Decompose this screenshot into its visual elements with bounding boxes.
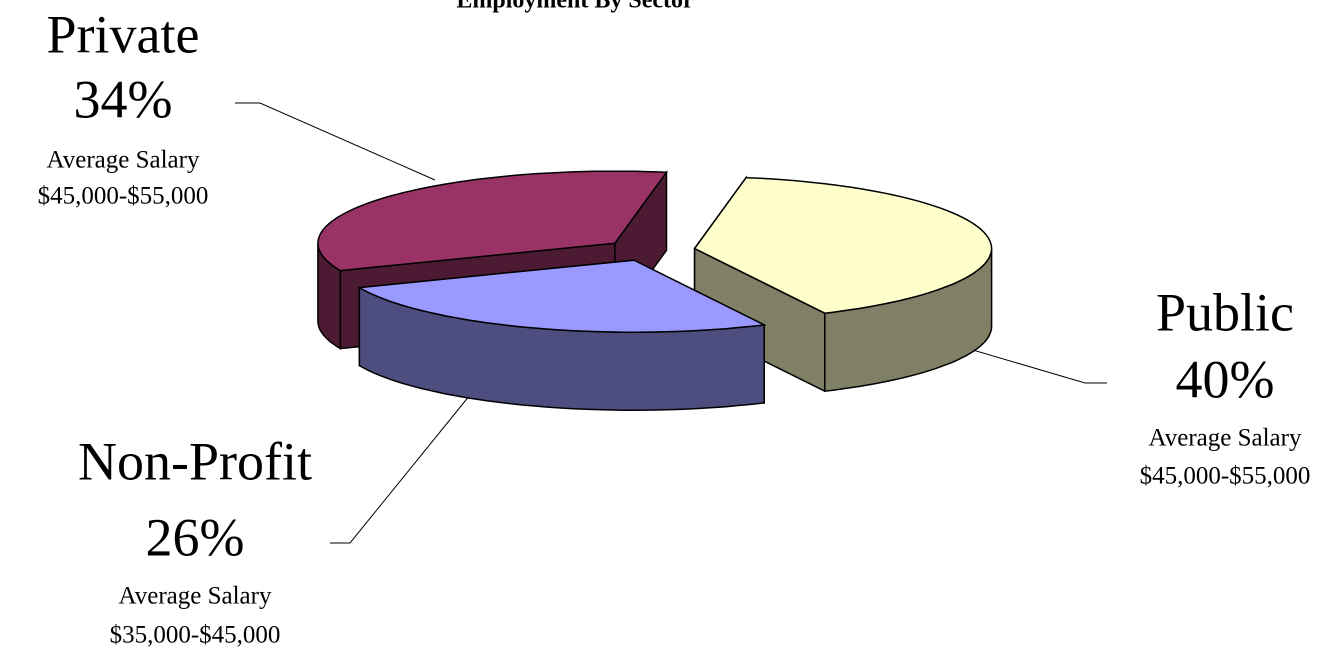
value-label: 34%	[74, 69, 173, 129]
leader-line	[235, 102, 436, 181]
slice	[317, 170, 668, 272]
slice	[693, 175, 993, 393]
category-label: Private	[47, 4, 200, 64]
salary-caption: Average Salary	[119, 583, 272, 610]
value-label: 26%	[146, 507, 245, 567]
chart-title: Employment By Sector	[456, 0, 694, 14]
salary-caption: Average Salary	[47, 147, 200, 174]
leader-line	[330, 394, 471, 544]
slice	[356, 259, 767, 333]
salary-range: $45,000-$55,000	[38, 183, 209, 210]
slice	[356, 258, 767, 411]
category-label: Non-Profit	[78, 431, 312, 491]
salary-range: $45,000-$55,000	[1140, 463, 1311, 490]
slice	[693, 176, 993, 314]
value-label: 40%	[1176, 349, 1275, 409]
salary-range: $35,000-$45,000	[110, 622, 281, 649]
category-label: Public	[1156, 282, 1294, 342]
pie	[317, 169, 993, 411]
salary-caption: Average Salary	[1149, 425, 1302, 452]
